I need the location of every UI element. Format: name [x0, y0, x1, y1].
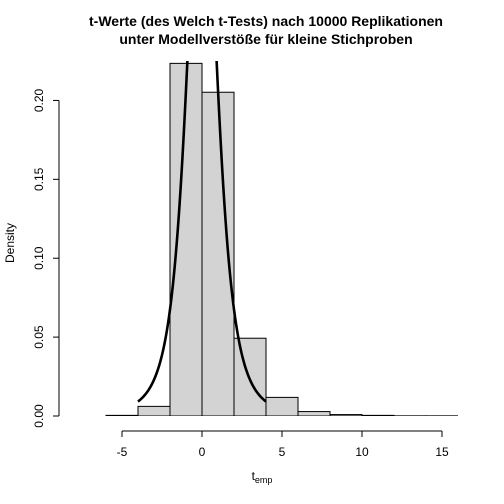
x-tick-label: 15 — [435, 445, 449, 459]
histogram-bar-6 — [297, 411, 331, 416]
histogram-bar-1 — [137, 405, 171, 416]
y-tick-label: 0.15 — [32, 167, 46, 191]
histogram-bar-7 — [329, 414, 363, 416]
y-tick-label: 0.10 — [32, 246, 46, 270]
y-tick-label: 0.05 — [32, 325, 46, 349]
y-tick-label: 0.00 — [32, 404, 46, 428]
x-axis: -5 0 5 10 15 — [117, 430, 449, 459]
histogram-bar-5 — [265, 396, 299, 416]
histogram-bar-0 — [105, 414, 139, 416]
density-curve-layer — [137, 61, 267, 403]
x-axis-title-subscript: emp — [255, 475, 273, 485]
histogram-bar-2 — [169, 62, 203, 416]
x-tick-label: 10 — [355, 445, 369, 459]
x-axis-title-main: t — [252, 469, 256, 483]
y-axis: 0.00 0.05 0.10 0.15 0.20 — [32, 88, 60, 428]
density-curve-line — [137, 61, 267, 403]
chart-title-line-2: unter Modellverstöße für kleine Stichpro… — [119, 31, 412, 47]
histogram-bar-8 — [361, 414, 395, 416]
y-axis-title: Density — [3, 223, 17, 263]
x-tick-label: -5 — [117, 445, 128, 459]
x-axis-title: temp — [252, 469, 273, 485]
x-tick-label: 5 — [279, 445, 286, 459]
chart-title-line-1: t-Werte (des Welch t-Tests) nach 10000 R… — [89, 13, 443, 29]
y-tick-label: 0.20 — [32, 88, 46, 112]
x-tick-label: 0 — [199, 445, 206, 459]
